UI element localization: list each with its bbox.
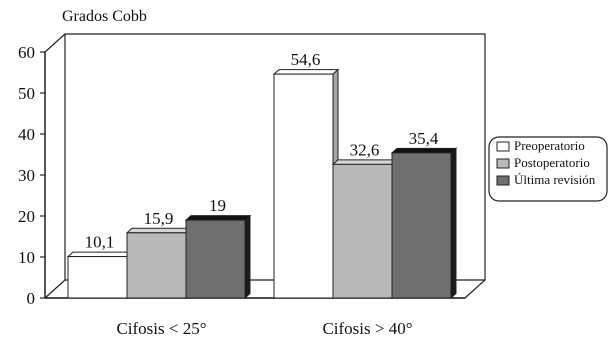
floor-left-edge (44, 279, 66, 299)
category-label: Cifosis > 40° (322, 319, 412, 338)
legend-box (488, 136, 608, 202)
bar-top (390, 147, 458, 154)
y-axis: 0 10 20 30 40 50 60 Grados Cobb (18, 8, 147, 308)
bar-top (125, 227, 193, 234)
y-tick-label: 0 (27, 289, 36, 308)
data-label: 32,6 (350, 140, 380, 159)
data-label: 54,6 (291, 50, 321, 69)
bar-top (331, 159, 399, 165)
bar-top (66, 251, 134, 258)
bar-side (450, 147, 457, 300)
bar (185, 219, 246, 299)
legend-label: Postoperatorio (514, 155, 590, 170)
y-tick-label: 40 (18, 125, 35, 144)
bar-top (184, 215, 252, 221)
data-label: 15,9 (144, 209, 174, 228)
data-labels: 10,1 15,9 19 Cifosis < 25° 54,6 32,6 35,4 Cifos… (85, 50, 439, 338)
data-label: 35,4 (409, 129, 439, 148)
legend-swatch (496, 141, 510, 152)
y-tick-label: 30 (18, 166, 35, 185)
legend-label: Última revisión (514, 172, 596, 187)
y-tick-label: 10 (18, 248, 35, 267)
legend-label: Preoperatorio (514, 138, 585, 153)
category-label: Cifosis < 25° (116, 319, 206, 338)
y-axis-title: Grados Cobb (62, 8, 147, 25)
bars (66, 68, 458, 300)
bar (67, 256, 128, 299)
bar (391, 152, 452, 299)
bar (273, 73, 334, 299)
legend-swatch (496, 158, 510, 169)
y-tick-label: 50 (18, 84, 35, 103)
bar (332, 163, 393, 299)
y-tick-label: 60 (18, 43, 35, 62)
bar-side (244, 214, 251, 300)
legend: Preoperatorio Postoperatorio Última revisi… (488, 136, 608, 202)
data-label: 10,1 (85, 233, 115, 252)
legend-swatch (496, 175, 510, 186)
bar (126, 232, 187, 299)
data-label: 19 (209, 196, 226, 215)
bar-top (272, 69, 340, 75)
y-tick-label: 20 (18, 207, 35, 226)
